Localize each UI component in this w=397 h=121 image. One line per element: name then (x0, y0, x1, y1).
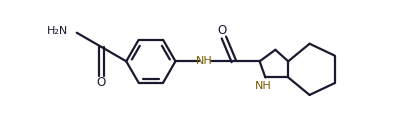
Text: NH: NH (196, 56, 212, 66)
Text: O: O (97, 76, 106, 89)
Text: NH: NH (255, 81, 272, 91)
Text: H₂N: H₂N (47, 26, 68, 36)
Text: O: O (217, 24, 227, 37)
